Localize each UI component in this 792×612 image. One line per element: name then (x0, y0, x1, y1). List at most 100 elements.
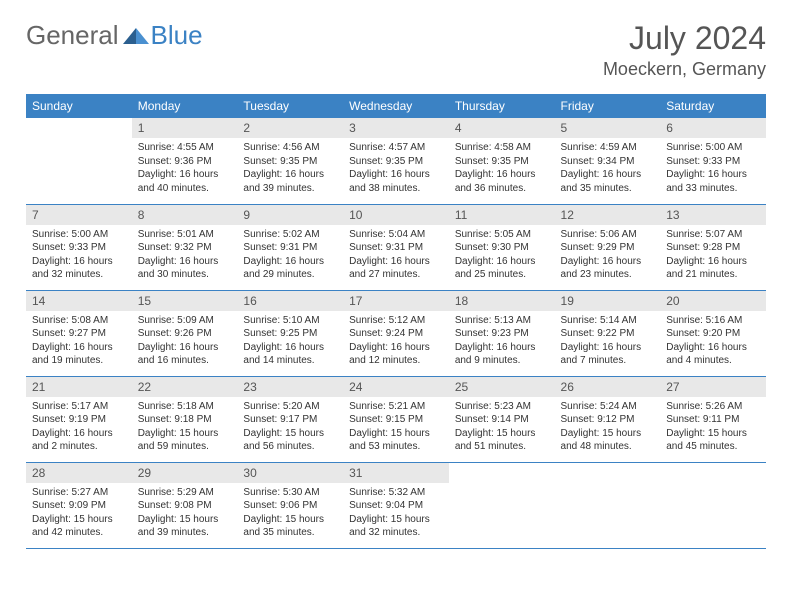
day-number: 23 (237, 377, 343, 397)
day-number: 20 (660, 291, 766, 311)
day-number: 11 (449, 205, 555, 225)
day-content: Sunrise: 4:56 AMSunset: 9:35 PMDaylight:… (237, 138, 343, 198)
calendar-cell: 17Sunrise: 5:12 AMSunset: 9:24 PMDayligh… (343, 290, 449, 376)
calendar-cell: 5Sunrise: 4:59 AMSunset: 9:34 PMDaylight… (555, 118, 661, 204)
day-content: Sunrise: 5:12 AMSunset: 9:24 PMDaylight:… (343, 311, 449, 371)
calendar-row: 14Sunrise: 5:08 AMSunset: 9:27 PMDayligh… (26, 290, 766, 376)
calendar-cell: 3Sunrise: 4:57 AMSunset: 9:35 PMDaylight… (343, 118, 449, 204)
weekday-header-row: Sunday Monday Tuesday Wednesday Thursday… (26, 94, 766, 118)
day-content: Sunrise: 5:21 AMSunset: 9:15 PMDaylight:… (343, 397, 449, 457)
calendar-cell: 22Sunrise: 5:18 AMSunset: 9:18 PMDayligh… (132, 376, 238, 462)
day-content: Sunrise: 5:20 AMSunset: 9:17 PMDaylight:… (237, 397, 343, 457)
calendar-row: 21Sunrise: 5:17 AMSunset: 9:19 PMDayligh… (26, 376, 766, 462)
day-number: 30 (237, 463, 343, 483)
day-number: 28 (26, 463, 132, 483)
calendar-cell: 7Sunrise: 5:00 AMSunset: 9:33 PMDaylight… (26, 204, 132, 290)
calendar-cell: 20Sunrise: 5:16 AMSunset: 9:20 PMDayligh… (660, 290, 766, 376)
calendar-cell: 11Sunrise: 5:05 AMSunset: 9:30 PMDayligh… (449, 204, 555, 290)
calendar-cell: 9Sunrise: 5:02 AMSunset: 9:31 PMDaylight… (237, 204, 343, 290)
day-content: Sunrise: 5:07 AMSunset: 9:28 PMDaylight:… (660, 225, 766, 285)
day-content: Sunrise: 5:29 AMSunset: 9:08 PMDaylight:… (132, 483, 238, 543)
day-number: 7 (26, 205, 132, 225)
day-number: 8 (132, 205, 238, 225)
calendar-cell: 1Sunrise: 4:55 AMSunset: 9:36 PMDaylight… (132, 118, 238, 204)
calendar-cell: 15Sunrise: 5:09 AMSunset: 9:26 PMDayligh… (132, 290, 238, 376)
calendar-cell: 30Sunrise: 5:30 AMSunset: 9:06 PMDayligh… (237, 462, 343, 548)
calendar-cell: 18Sunrise: 5:13 AMSunset: 9:23 PMDayligh… (449, 290, 555, 376)
calendar-cell: 16Sunrise: 5:10 AMSunset: 9:25 PMDayligh… (237, 290, 343, 376)
day-number: 24 (343, 377, 449, 397)
day-content: Sunrise: 5:26 AMSunset: 9:11 PMDaylight:… (660, 397, 766, 457)
calendar-row: 28Sunrise: 5:27 AMSunset: 9:09 PMDayligh… (26, 462, 766, 548)
calendar-cell (449, 462, 555, 548)
location: Moeckern, Germany (603, 59, 766, 80)
day-number: 17 (343, 291, 449, 311)
day-content: Sunrise: 5:09 AMSunset: 9:26 PMDaylight:… (132, 311, 238, 371)
day-content: Sunrise: 5:08 AMSunset: 9:27 PMDaylight:… (26, 311, 132, 371)
day-number: 19 (555, 291, 661, 311)
weekday-header: Monday (132, 94, 238, 118)
day-number: 2 (237, 118, 343, 138)
day-number: 4 (449, 118, 555, 138)
day-number: 9 (237, 205, 343, 225)
calendar-cell: 12Sunrise: 5:06 AMSunset: 9:29 PMDayligh… (555, 204, 661, 290)
page-title: July 2024 (603, 20, 766, 57)
calendar-cell: 28Sunrise: 5:27 AMSunset: 9:09 PMDayligh… (26, 462, 132, 548)
day-content: Sunrise: 5:02 AMSunset: 9:31 PMDaylight:… (237, 225, 343, 285)
calendar-cell: 2Sunrise: 4:56 AMSunset: 9:35 PMDaylight… (237, 118, 343, 204)
weekday-header: Sunday (26, 94, 132, 118)
day-content: Sunrise: 5:04 AMSunset: 9:31 PMDaylight:… (343, 225, 449, 285)
title-block: July 2024 Moeckern, Germany (603, 20, 766, 80)
day-content: Sunrise: 5:13 AMSunset: 9:23 PMDaylight:… (449, 311, 555, 371)
day-content: Sunrise: 5:23 AMSunset: 9:14 PMDaylight:… (449, 397, 555, 457)
weekday-header: Saturday (660, 94, 766, 118)
calendar-cell: 24Sunrise: 5:21 AMSunset: 9:15 PMDayligh… (343, 376, 449, 462)
logo-part1: General (26, 20, 119, 51)
day-number: 3 (343, 118, 449, 138)
day-content: Sunrise: 5:32 AMSunset: 9:04 PMDaylight:… (343, 483, 449, 543)
day-content: Sunrise: 5:05 AMSunset: 9:30 PMDaylight:… (449, 225, 555, 285)
day-number: 6 (660, 118, 766, 138)
day-content: Sunrise: 5:18 AMSunset: 9:18 PMDaylight:… (132, 397, 238, 457)
day-content: Sunrise: 5:17 AMSunset: 9:19 PMDaylight:… (26, 397, 132, 457)
calendar-cell: 31Sunrise: 5:32 AMSunset: 9:04 PMDayligh… (343, 462, 449, 548)
header: General Blue July 2024 Moeckern, Germany (26, 20, 766, 80)
logo-triangle-icon (123, 26, 149, 46)
day-number: 12 (555, 205, 661, 225)
day-content: Sunrise: 4:55 AMSunset: 9:36 PMDaylight:… (132, 138, 238, 198)
calendar-cell: 19Sunrise: 5:14 AMSunset: 9:22 PMDayligh… (555, 290, 661, 376)
day-content: Sunrise: 5:27 AMSunset: 9:09 PMDaylight:… (26, 483, 132, 543)
calendar-row: 7Sunrise: 5:00 AMSunset: 9:33 PMDaylight… (26, 204, 766, 290)
day-content: Sunrise: 4:59 AMSunset: 9:34 PMDaylight:… (555, 138, 661, 198)
calendar-cell (660, 462, 766, 548)
day-number: 13 (660, 205, 766, 225)
weekday-header: Wednesday (343, 94, 449, 118)
day-content: Sunrise: 5:01 AMSunset: 9:32 PMDaylight:… (132, 225, 238, 285)
day-content: Sunrise: 5:16 AMSunset: 9:20 PMDaylight:… (660, 311, 766, 371)
calendar-cell (26, 118, 132, 204)
calendar-cell (555, 462, 661, 548)
day-number: 29 (132, 463, 238, 483)
calendar-cell: 4Sunrise: 4:58 AMSunset: 9:35 PMDaylight… (449, 118, 555, 204)
calendar-cell: 8Sunrise: 5:01 AMSunset: 9:32 PMDaylight… (132, 204, 238, 290)
calendar-body: 1Sunrise: 4:55 AMSunset: 9:36 PMDaylight… (26, 118, 766, 548)
calendar-cell: 13Sunrise: 5:07 AMSunset: 9:28 PMDayligh… (660, 204, 766, 290)
day-number: 14 (26, 291, 132, 311)
day-content: Sunrise: 5:14 AMSunset: 9:22 PMDaylight:… (555, 311, 661, 371)
logo-part2: Blue (151, 20, 203, 51)
calendar-cell: 29Sunrise: 5:29 AMSunset: 9:08 PMDayligh… (132, 462, 238, 548)
day-number: 21 (26, 377, 132, 397)
day-number: 22 (132, 377, 238, 397)
day-number: 10 (343, 205, 449, 225)
calendar-cell: 23Sunrise: 5:20 AMSunset: 9:17 PMDayligh… (237, 376, 343, 462)
day-number: 25 (449, 377, 555, 397)
weekday-header: Friday (555, 94, 661, 118)
day-number: 31 (343, 463, 449, 483)
calendar-cell: 21Sunrise: 5:17 AMSunset: 9:19 PMDayligh… (26, 376, 132, 462)
day-number: 18 (449, 291, 555, 311)
day-number: 26 (555, 377, 661, 397)
logo: General Blue (26, 20, 203, 51)
day-number: 1 (132, 118, 238, 138)
day-number: 5 (555, 118, 661, 138)
day-content: Sunrise: 5:24 AMSunset: 9:12 PMDaylight:… (555, 397, 661, 457)
